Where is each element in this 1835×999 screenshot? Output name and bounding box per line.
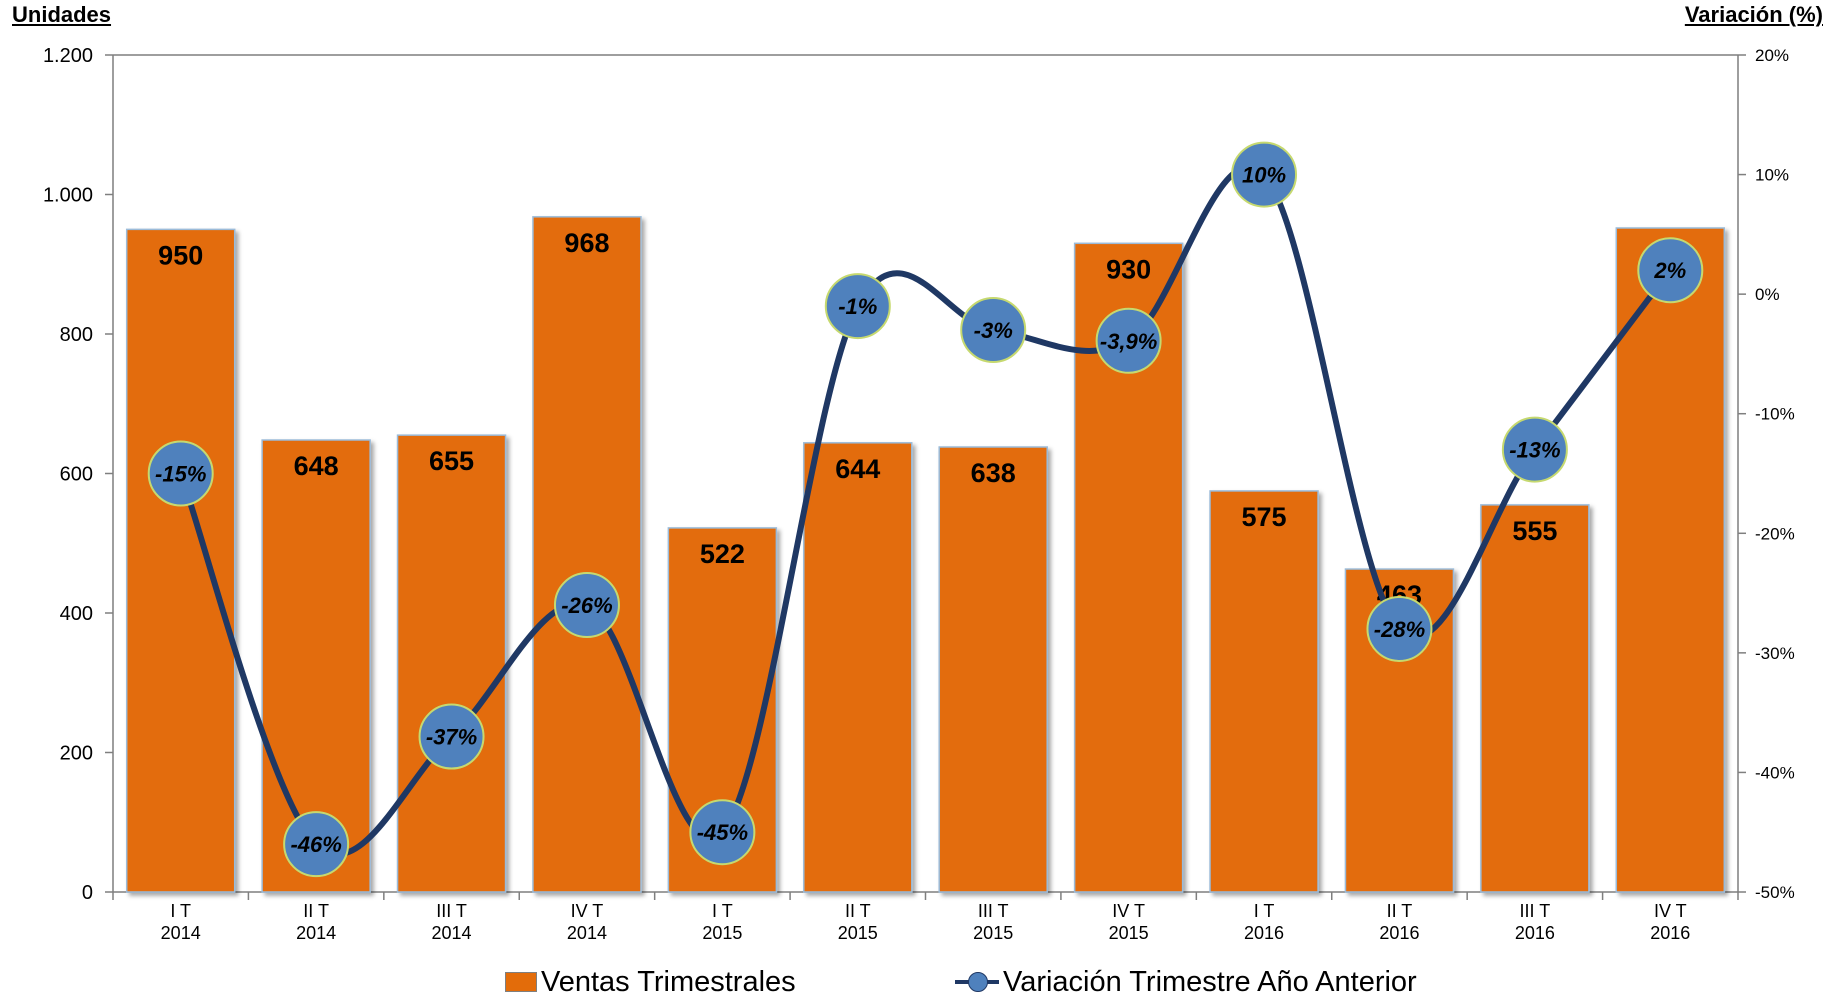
right-axis-title: Variación (%) — [1684, 2, 1823, 27]
legend-label-bars: Ventas Trimestrales — [541, 965, 796, 998]
left-tick-label: 600 — [60, 464, 93, 486]
line-data-label: -13% — [1509, 438, 1560, 463]
x-tick-label: II T 2016 — [1379, 901, 1419, 943]
bar — [1480, 504, 1590, 893]
line-marker — [1366, 595, 1433, 662]
bar — [396, 434, 507, 893]
bar-data-label: 648 — [294, 451, 339, 481]
line-data-label: -26% — [561, 593, 612, 618]
x-tick-label: III T 2016 — [1515, 901, 1555, 943]
right-tick-label: -10% — [1755, 405, 1795, 424]
line-data-label: -46% — [290, 832, 341, 857]
x-tick-label: II T 2015 — [838, 901, 878, 943]
line-marker — [1095, 307, 1162, 374]
bar-data-label: 655 — [429, 446, 474, 476]
bar — [532, 216, 642, 893]
line-data-label: 2% — [1653, 258, 1686, 283]
left-tick-label: 200 — [60, 743, 93, 765]
bar-data-label: 968 — [564, 228, 609, 258]
x-tick-label: IV T 2015 — [1109, 901, 1149, 943]
bar-data-label: 930 — [1106, 254, 1151, 284]
line-data-label: -1% — [838, 294, 877, 319]
line-data-label: -15% — [155, 462, 206, 487]
left-tick-label: 0 — [82, 882, 93, 904]
legend-item-bars: Ventas Trimestrales — [505, 965, 796, 998]
line-data-label: 10% — [1242, 163, 1286, 188]
x-tick-label: IV T 2016 — [1650, 901, 1690, 943]
bar — [1615, 227, 1726, 893]
line-data-label: -3% — [974, 318, 1013, 343]
bar — [1209, 490, 1319, 893]
legend-line-swatch — [955, 972, 999, 992]
bar-data-label: 555 — [1512, 516, 1557, 546]
right-tick-label: -30% — [1755, 644, 1795, 663]
x-tick-label: III T 2015 — [973, 901, 1013, 943]
left-axis-title: Unidades — [12, 2, 112, 27]
line-data-label: -45% — [697, 820, 748, 845]
x-tick-label: I T 2016 — [1244, 901, 1284, 943]
bar-data-label: 638 — [971, 458, 1016, 488]
line-marker — [824, 273, 891, 340]
bar-data-label: 575 — [1242, 502, 1287, 532]
line-marker — [418, 703, 485, 770]
line-marker — [283, 811, 350, 878]
line-data-label: -3,9% — [1100, 329, 1157, 354]
right-tick-label: -20% — [1755, 524, 1795, 543]
line-marker — [1231, 141, 1298, 208]
right-tick-label: 20% — [1755, 46, 1789, 65]
legend-bar-swatch — [505, 972, 537, 992]
line-marker — [960, 297, 1027, 364]
legend-label-line: Variación Trimestre Año Anterior — [1003, 965, 1417, 998]
line-marker — [689, 799, 756, 866]
right-tick-label: -50% — [1755, 883, 1795, 902]
legend-item-line: Variación Trimestre Año Anterior — [955, 965, 1417, 998]
right-tick-label: 0% — [1755, 285, 1780, 304]
left-tick-label: 400 — [60, 603, 93, 625]
bar — [803, 442, 913, 893]
line-marker — [1501, 416, 1568, 483]
left-tick-label: 1.000 — [43, 185, 93, 207]
right-tick-label: 10% — [1755, 166, 1789, 185]
line-data-label: -28% — [1374, 617, 1425, 642]
x-tick-label: II T 2014 — [296, 901, 336, 943]
left-tick-label: 800 — [60, 324, 93, 346]
bar — [938, 446, 1048, 893]
x-tick-label: IV T 2014 — [567, 901, 607, 943]
line-marker — [1637, 237, 1704, 304]
x-tick-label: III T 2014 — [432, 901, 472, 943]
bar-data-label: 644 — [835, 454, 880, 484]
bar-data-label: 522 — [700, 539, 745, 569]
line-marker — [553, 572, 620, 639]
bar — [125, 228, 236, 893]
x-tick-label: I T 2014 — [161, 901, 201, 943]
right-tick-label: -40% — [1755, 763, 1795, 782]
bar-data-label: 950 — [158, 240, 203, 270]
x-tick-label: I T 2015 — [702, 901, 742, 943]
line-marker — [147, 440, 214, 507]
line-data-label: -37% — [426, 725, 477, 750]
left-tick-label: 1.200 — [43, 45, 93, 67]
